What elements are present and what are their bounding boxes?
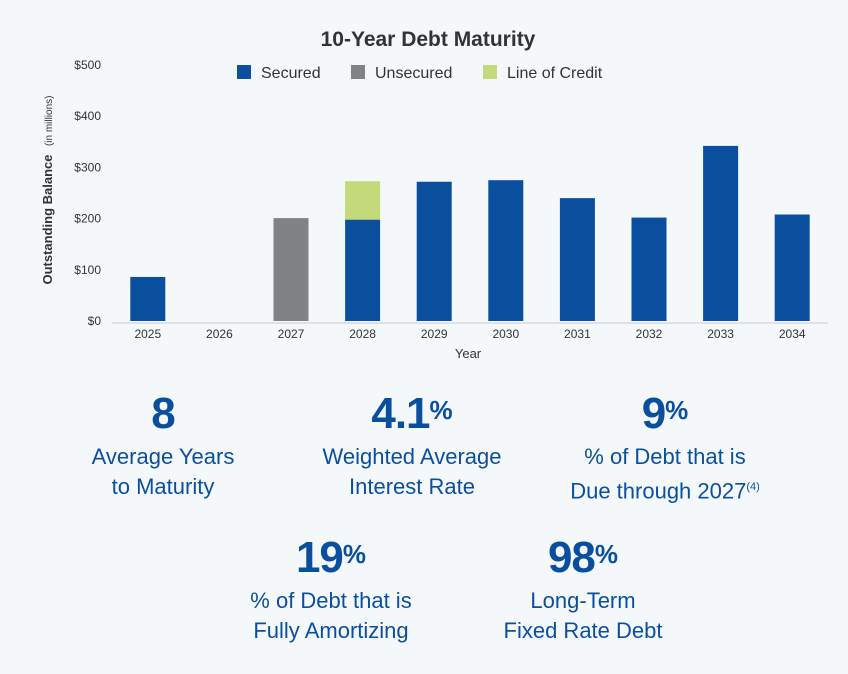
svg-text:Outstanding Balance (i: Outstanding Balance (in millions) [39,95,56,284]
debt-maturity-chart: 10-Year Debt Maturity Secured Unsecured Li… [39,28,828,361]
stat-value: 19% [295,533,367,582]
y-tick-label: $300 [74,160,101,174]
bar-secured-2033 [703,145,739,321]
x-tick-label: 2026 [206,327,233,341]
bar-unsecured-2027 [273,218,309,321]
stat-interest-rate: 4.1% Weighted Average Interest Rate [292,392,532,502]
x-tick-label: 2025 [134,327,161,341]
bar-secured-2031 [559,198,595,321]
x-tick-label: 2029 [421,327,448,341]
y-axis-title: Outstanding Balance (in millions) [39,95,56,284]
y-tick-label: $0 [88,314,102,328]
bar-secured-2029 [416,181,452,321]
bars [130,145,810,321]
bar-secured-2028 [345,219,381,321]
bar-line-of-credit-2028 [345,181,381,220]
bar-secured-2030 [488,180,524,321]
stat-value: 8 [151,389,176,438]
chart-title: 10-Year Debt Maturity [321,28,536,51]
y-tick-label: $200 [74,212,101,226]
x-tick-label: 2031 [564,327,591,341]
legend-label: Secured [261,65,321,82]
stat-label: % of Debt that is Fully Amortizing [250,588,412,643]
x-tick-label: 2027 [278,327,305,341]
x-tick-label: 2034 [779,327,806,341]
legend-label: Line of Credit [507,65,603,82]
stat-value: 9% [641,389,689,438]
bar-secured-2025 [130,276,166,321]
x-axis-label: Year [455,346,482,361]
x-tick-label: 2028 [349,327,376,341]
stat-label: Weighted Average Interest Rate [322,444,502,499]
stat-label: Long-Term Fixed Rate Debt [503,588,663,643]
legend-label: Unsecured [375,65,452,82]
chart-legend: Secured Unsecured Line of Credit [237,65,603,82]
legend-swatch-unsecured [351,65,365,79]
x-tick-label: 2032 [636,327,663,341]
bar-secured-2032 [631,217,667,321]
stat-avg-years: 8 Average Years to Maturity [63,392,263,502]
y-tick-label: $500 [74,58,101,72]
stat-debt-due-2027: 9% % of Debt that is Due through 2027(4) [545,392,785,506]
y-axis-ticks: $0 $100 $200 $300 $400 $500 [74,58,101,328]
bar-secured-2034 [774,214,810,321]
stat-fixed-rate-debt: 98% Long-Term Fixed Rate Debt [473,536,693,646]
x-tick-label: 2033 [707,327,734,341]
legend-swatch-line-of-credit [483,65,497,79]
stat-value: 4.1% [371,389,453,438]
stat-label: Average Years to Maturity [91,444,235,499]
y-tick-label: $400 [74,109,101,123]
y-axis-unit: (in millions) [44,95,55,146]
stat-label: % of Debt that is Due through 2027(4) [570,444,760,504]
stat-value: 98% [547,533,619,582]
x-axis-ticks: 2025 2026 2027 2028 2029 2030 2031 2032 2033 2034 [134,327,805,341]
footnote-marker: (4) [746,481,760,493]
legend-swatch-secured [237,65,251,79]
stat-fully-amortizing: 19% % of Debt that is Fully Amortizing [216,536,446,646]
y-axis-label: Outstanding Balance [40,154,55,284]
x-tick-label: 2030 [492,327,519,341]
y-tick-label: $100 [74,263,101,277]
